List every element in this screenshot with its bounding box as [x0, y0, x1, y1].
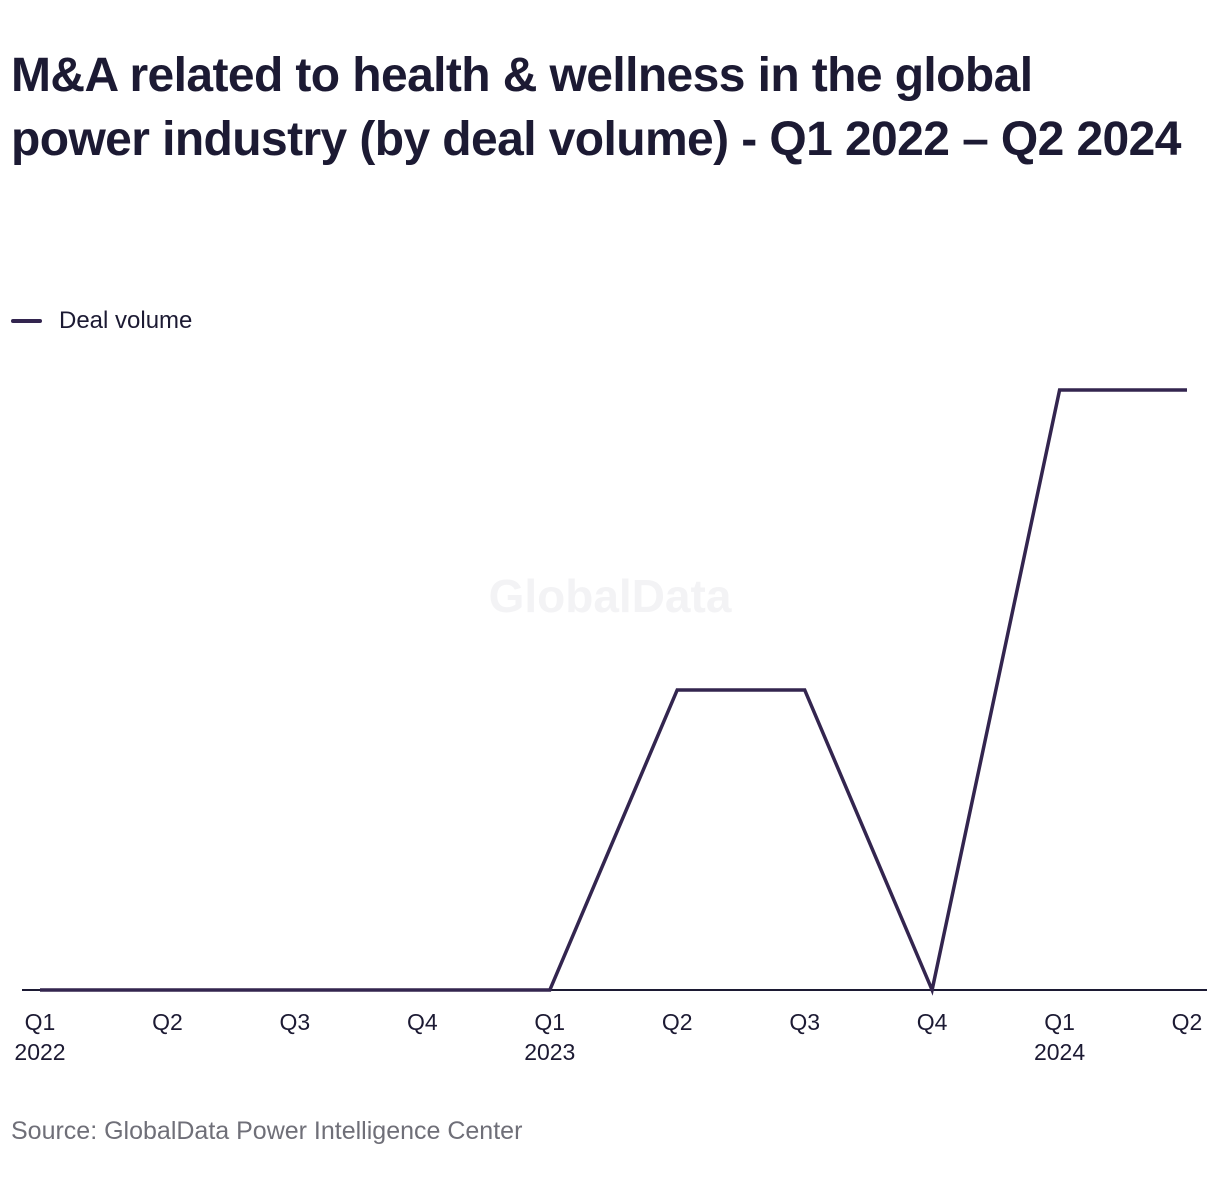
- x-tick-labels: Q1 2022 Q2 Q3 Q4 Q1 2023 Q2 Q3 Q4 Q1 2024 Q2: [14, 1009, 1202, 1065]
- legend: Deal volume: [11, 306, 192, 336]
- x-tick-label: Q1 2024: [1034, 1009, 1085, 1065]
- data-point: [1186, 389, 1189, 392]
- data-point: [1058, 389, 1061, 392]
- series-line-deal-volume: [40, 388, 1187, 996]
- x-tick-label: Q2: [1172, 1009, 1203, 1035]
- data-point: [293, 989, 296, 992]
- legend-label-deal-volume: Deal volume: [59, 307, 193, 334]
- x-tick-label: Q3: [280, 1009, 311, 1035]
- data-point: [676, 689, 679, 692]
- chart-title: M&A related to health & wellness in the …: [11, 49, 1181, 166]
- source-note: Source: GlobalData Power Intelligence Ce…: [11, 1117, 523, 1145]
- x-tick-label: Q1 2022: [14, 1009, 65, 1065]
- x-tick-label: Q2: [152, 1009, 183, 1035]
- legend-swatch-deal-volume: [11, 319, 42, 323]
- x-tick-label: Q4: [917, 1009, 948, 1035]
- x-tick-label: Q3: [789, 1009, 820, 1035]
- watermark-text: GlobalData: [489, 570, 732, 622]
- series-deal-volume: [39, 388, 1189, 996]
- data-point: [421, 989, 424, 992]
- data-point: [39, 989, 42, 992]
- x-tick-label: Q1 2023: [524, 1009, 575, 1065]
- data-point: [931, 989, 934, 992]
- x-tick-label: Q4: [407, 1009, 438, 1035]
- data-point: [166, 989, 169, 992]
- data-point: [803, 689, 806, 692]
- x-tick-label: Q2: [662, 1009, 693, 1035]
- data-point: [548, 989, 551, 992]
